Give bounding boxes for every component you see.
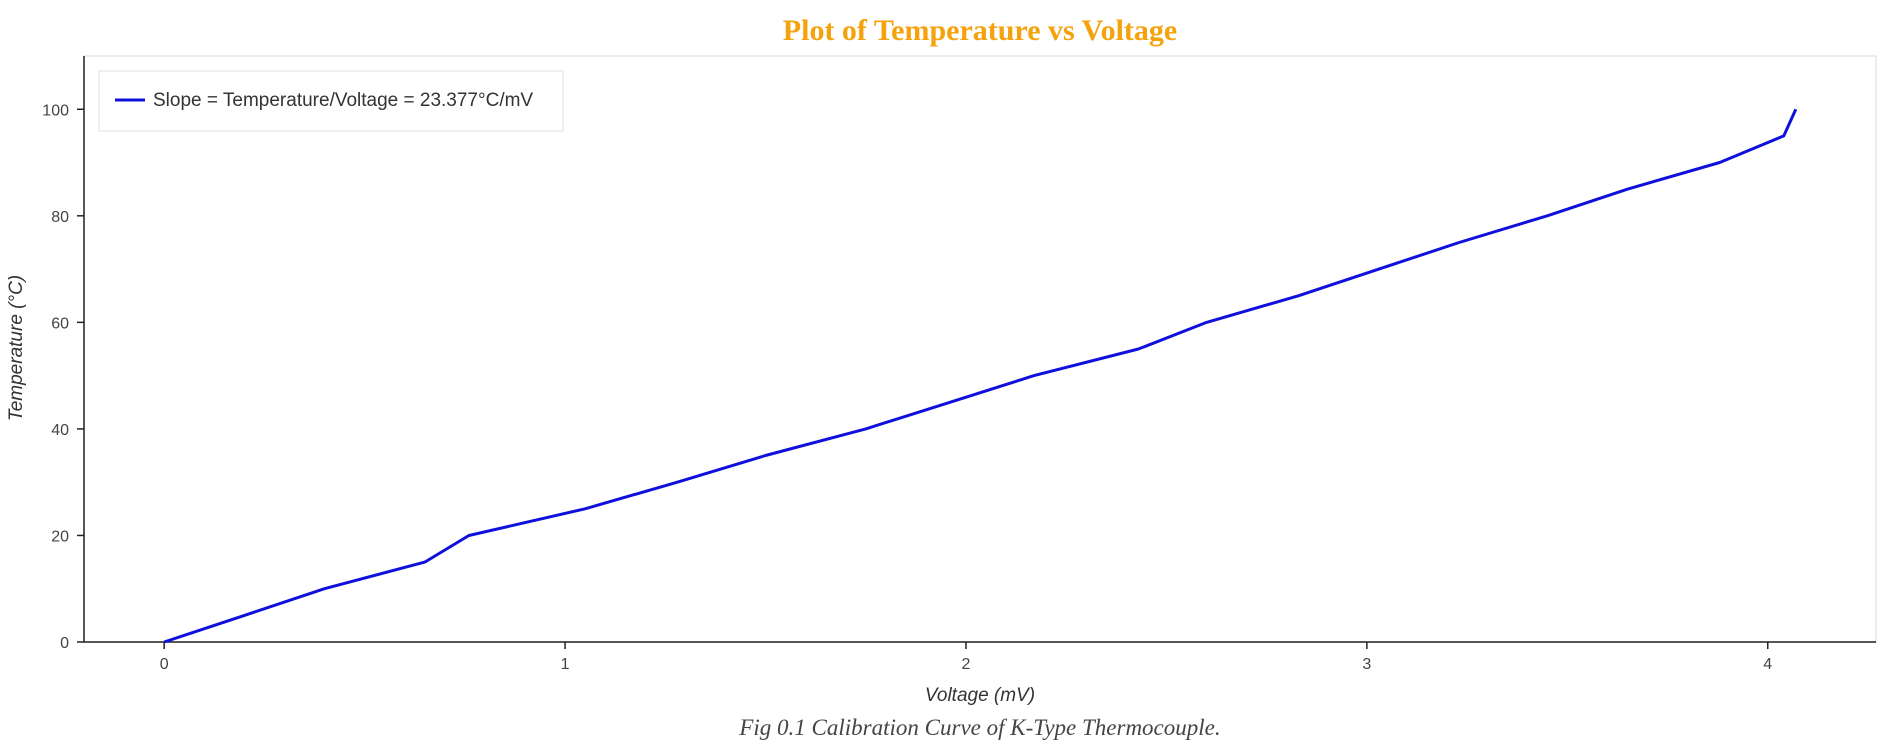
legend-label: Slope = Temperature/Voltage = 23.377°C/m… [153, 90, 533, 111]
x-tick-label: 1 [561, 656, 570, 673]
x-tick-label: 2 [962, 656, 971, 673]
y-axis-ticks: 0 20 40 60 80 100 [42, 102, 84, 652]
series-line [163, 108, 1798, 644]
y-tick-label: 40 [51, 422, 69, 439]
legend-box [98, 70, 564, 132]
x-tick-label: 0 [160, 656, 169, 673]
x-tick-label: 4 [1763, 656, 1772, 673]
legend: Slope = Temperature/Voltage = 23.377°C/m… [98, 70, 564, 132]
x-axis-ticks: 0 1 2 3 4 [160, 642, 1772, 673]
x-axis-label: Voltage (mV) [925, 685, 1035, 706]
series-group [163, 108, 1798, 644]
y-tick-label: 0 [60, 635, 69, 652]
plot-frame [83, 55, 1877, 643]
y-tick-label: 100 [42, 102, 69, 119]
x-tick-label: 3 [1362, 656, 1371, 673]
y-tick-label: 20 [51, 528, 69, 545]
y-axis-label: Temperature (°C) [6, 275, 27, 421]
chart-title: Plot of Temperature vs Voltage [783, 14, 1177, 47]
figure-caption: Fig 0.1 Calibration Curve of K-Type Ther… [738, 715, 1220, 740]
y-tick-label: 60 [51, 315, 69, 332]
y-tick-label: 80 [51, 209, 69, 226]
